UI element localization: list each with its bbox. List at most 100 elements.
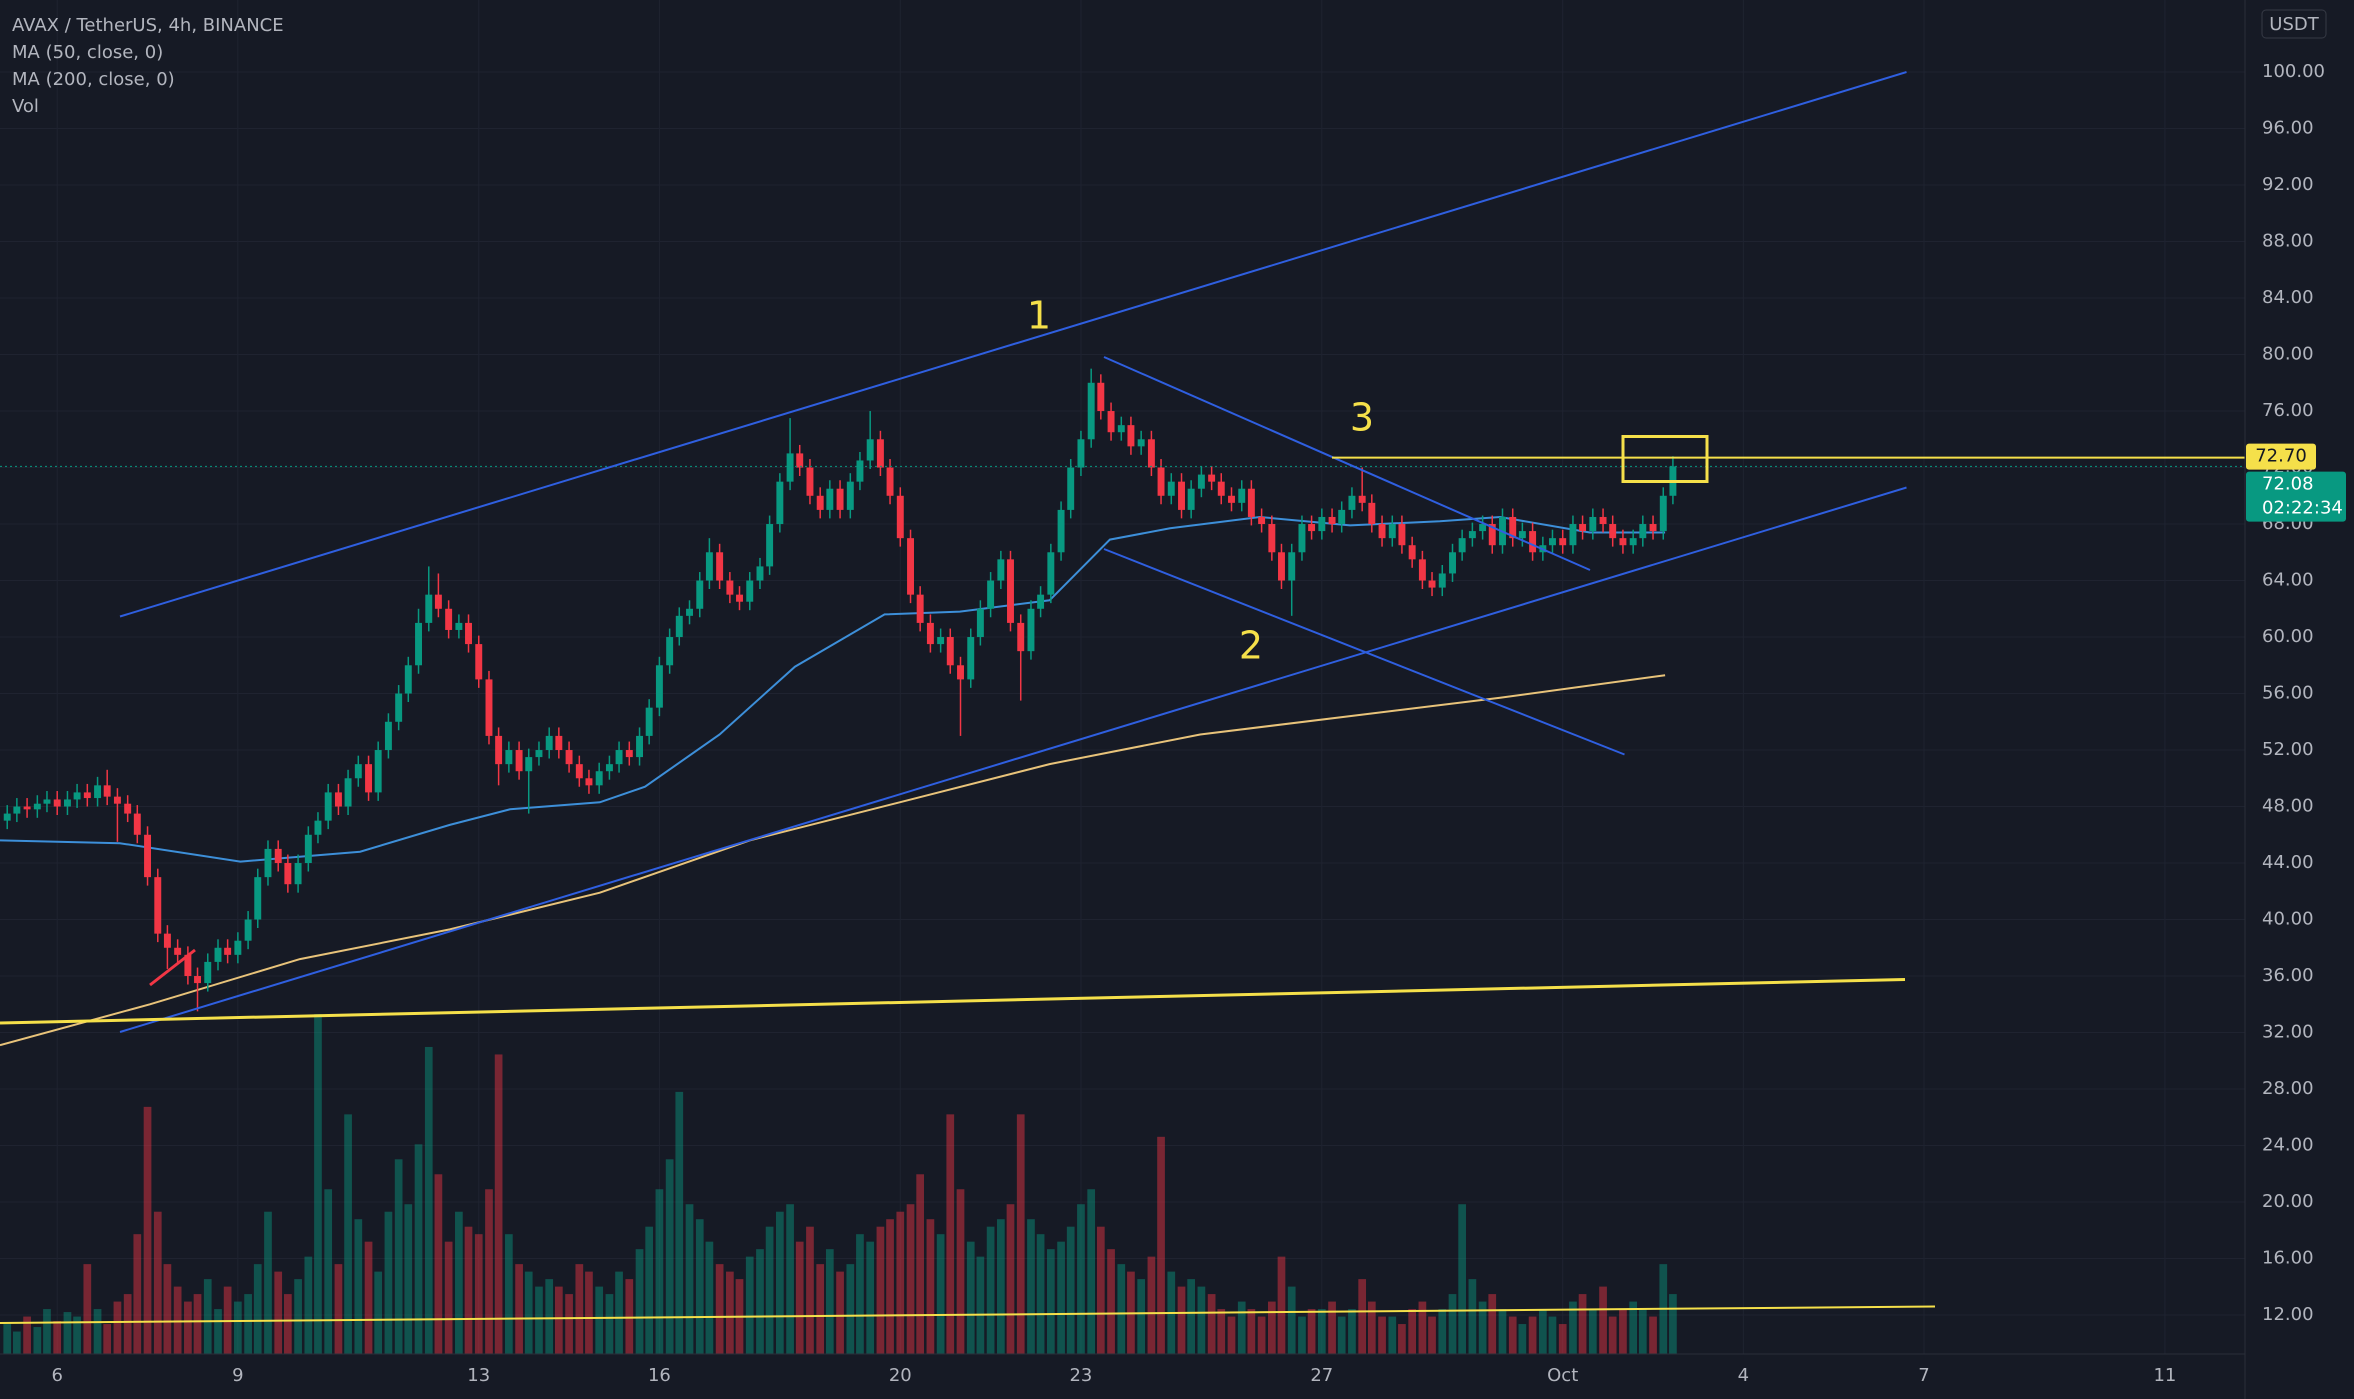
candle-body (1087, 382, 1095, 440)
volume-bar (1006, 1204, 1015, 1354)
volume-bar (1337, 1316, 1346, 1354)
volume-bar (786, 1204, 794, 1354)
candle-body (1488, 524, 1496, 546)
volume-bar (1488, 1294, 1497, 1354)
volume-bar (1317, 1309, 1326, 1354)
x-tick-label: Oct (1547, 1365, 1578, 1386)
candle-body (535, 750, 543, 758)
volume-bar (394, 1159, 403, 1354)
annotation: 1 (1027, 294, 1051, 338)
candle-body (3, 813, 11, 821)
candle-body (1659, 495, 1667, 532)
volume-bar (1027, 1219, 1035, 1354)
volume-bar (976, 1256, 985, 1354)
volume-bar (655, 1189, 664, 1354)
volume-bar (554, 1286, 563, 1354)
candle-body (1137, 439, 1145, 447)
candle-body (324, 792, 332, 821)
volume-bar (565, 1294, 573, 1354)
candle-body (1228, 495, 1235, 503)
volume-bar (53, 1321, 62, 1354)
volume-bar (886, 1219, 894, 1354)
volume-bar (1057, 1241, 1065, 1354)
candle-body (636, 735, 644, 758)
candle-body (485, 679, 493, 736)
candle-body (264, 848, 272, 878)
volume-bar (1638, 1309, 1647, 1354)
candle-body (565, 750, 573, 765)
candle-body (766, 524, 774, 567)
volume-bar (1247, 1309, 1256, 1354)
volume-bar (825, 1249, 834, 1354)
volume-bar (665, 1159, 674, 1354)
volume-bar (1277, 1256, 1286, 1354)
volume-bar (3, 1324, 12, 1354)
volume-bar (1558, 1324, 1567, 1354)
volume-bar (1468, 1279, 1477, 1354)
candle-body (1268, 524, 1276, 553)
volume-bar (1367, 1301, 1376, 1354)
y-tick-label: 28.00 (2262, 1078, 2314, 1099)
volume-bar (334, 1264, 343, 1354)
volume-bar (966, 1241, 975, 1354)
candle-body (1187, 488, 1195, 510)
volume-bar (253, 1264, 262, 1354)
candle-body (1549, 538, 1556, 546)
y-tick-label: 48.00 (2262, 796, 2314, 817)
y-tick-label: 88.00 (2262, 231, 2314, 252)
candle-body (1157, 467, 1165, 496)
candle-body (184, 954, 192, 977)
candle-body (425, 594, 433, 623)
volume-bar (795, 1241, 804, 1354)
volume-bar (1237, 1301, 1246, 1354)
volume-bar (1578, 1294, 1587, 1354)
candle-body (1609, 524, 1617, 539)
volume-bar (1096, 1226, 1105, 1354)
volume-bar (153, 1211, 162, 1354)
volume-bar (685, 1204, 694, 1354)
moving-average (0, 515, 1666, 863)
annotation: 3 (1350, 396, 1374, 440)
candle-body (605, 764, 613, 772)
candle-body (776, 481, 784, 525)
candle-body (696, 580, 704, 609)
volume-bar (123, 1294, 132, 1354)
volume-bar (1438, 1309, 1447, 1354)
candle-body (1569, 524, 1577, 546)
volume-bar (1348, 1309, 1356, 1354)
candle-body (124, 803, 132, 814)
candle-body (816, 495, 824, 510)
volume-bar (1117, 1264, 1126, 1354)
volume-bar (765, 1226, 774, 1354)
volume-bar (1669, 1294, 1677, 1354)
candle-body (1127, 425, 1135, 447)
candle-body (113, 796, 121, 804)
volume-bar (485, 1189, 493, 1354)
legend-item: MA (200, close, 0) (12, 69, 175, 90)
volume-bar (1066, 1226, 1075, 1354)
y-tick-label: 32.00 (2262, 1022, 2314, 1043)
wedge-top (1103, 356, 1591, 571)
volume-bar (1498, 1309, 1507, 1354)
legend-item: MA (50, close, 0) (12, 42, 163, 63)
candle-body (294, 863, 302, 885)
volume-bar (1298, 1316, 1306, 1354)
volume-bar (1177, 1286, 1186, 1354)
volume-bar (1619, 1309, 1627, 1354)
volume-bar (1588, 1309, 1597, 1354)
volume-bar (876, 1226, 885, 1354)
candle-body (866, 439, 874, 461)
candle-body (33, 803, 41, 810)
candle-body (144, 834, 152, 878)
candle-body (1208, 474, 1216, 482)
level-tag-label: 72.70 (2255, 446, 2307, 467)
wedge-bottom (1103, 548, 1625, 756)
candle-body (1449, 552, 1456, 574)
volume-bar (775, 1211, 784, 1354)
volume-bar (1147, 1256, 1156, 1354)
volume-bar (1608, 1316, 1617, 1354)
candle-body (645, 707, 653, 736)
candle-body (174, 947, 182, 955)
y-tick-label: 36.00 (2262, 965, 2314, 986)
